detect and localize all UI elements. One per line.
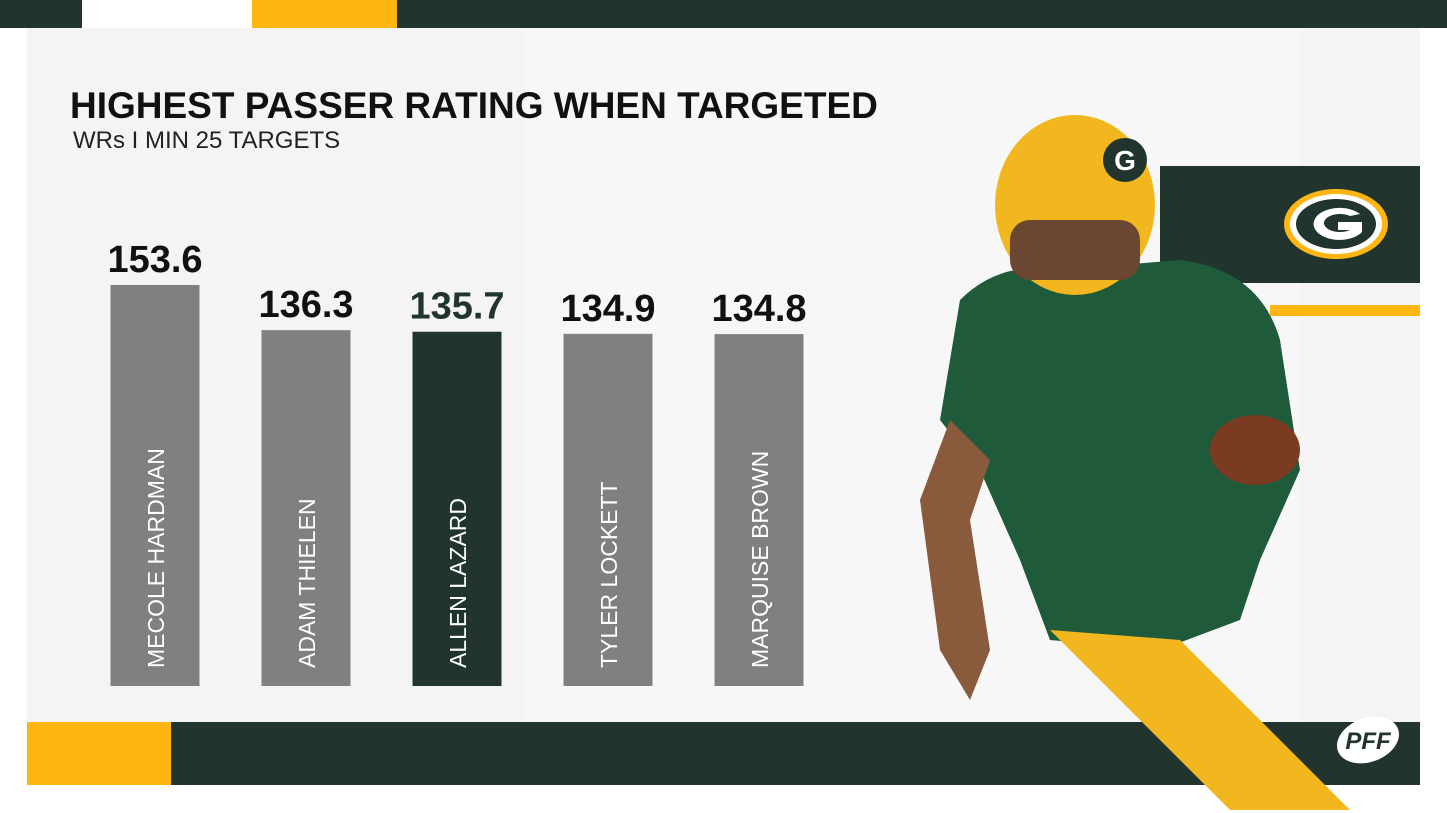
value-label: 135.7	[409, 286, 504, 328]
category-label: ALLEN LAZARD	[445, 498, 471, 668]
team-logo	[1284, 189, 1388, 259]
value-label: 134.9	[560, 288, 655, 330]
brand-logo: PFF	[1337, 716, 1399, 764]
player-figure: G	[920, 115, 1350, 810]
brand-text: PFF	[1345, 728, 1392, 755]
bar	[563, 333, 653, 686]
top-white-block	[82, 0, 252, 28]
chart-subtitle: WRs I MIN 25 TARGETS	[73, 127, 340, 154]
value-label: 134.8	[711, 288, 806, 330]
value-label: 153.6	[107, 239, 202, 281]
chart-title: HIGHEST PASSER RATING WHEN TARGETED	[70, 85, 878, 126]
category-label: MECOLE HARDMAN	[143, 448, 169, 668]
bottom-yellow-block	[27, 722, 171, 785]
category-label: MARQUISE BROWN	[747, 451, 773, 668]
top-yellow-block	[252, 0, 397, 28]
bar	[110, 285, 200, 686]
svg-text:G: G	[1114, 145, 1136, 176]
bar	[412, 331, 502, 686]
value-label: 136.3	[258, 284, 353, 326]
bar	[714, 334, 804, 686]
category-label: ADAM THIELEN	[294, 498, 320, 668]
bar	[261, 330, 351, 686]
category-label: TYLER LOCKETT	[596, 481, 622, 668]
yellow-stripe	[1270, 305, 1420, 316]
